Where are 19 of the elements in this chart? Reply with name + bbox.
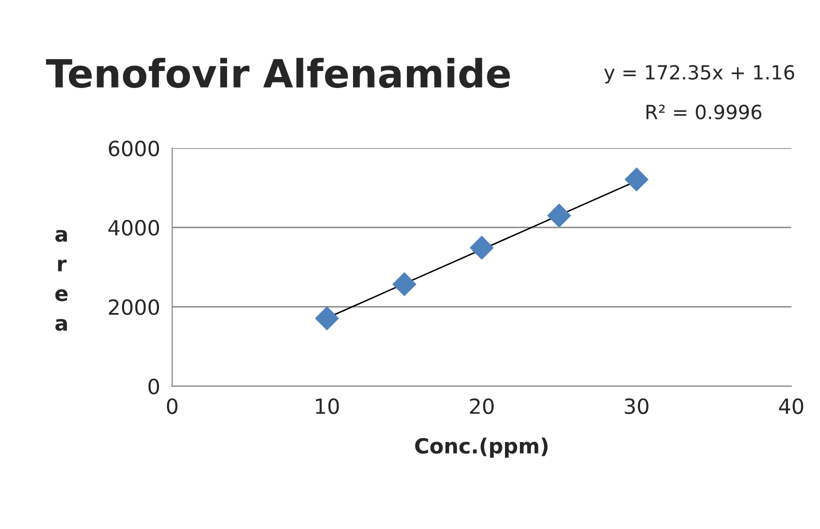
- point: [392, 272, 416, 296]
- point: [470, 236, 494, 260]
- x-axis-title: Conc.(ppm): [415, 438, 548, 458]
- y-axis-title: area: [55, 230, 68, 331]
- y-tick-label: 6000: [108, 140, 160, 156]
- point: [624, 167, 649, 192]
- x-tick-label: 20: [470, 398, 494, 414]
- x-tick-label: 0: [166, 398, 178, 414]
- point: [547, 204, 572, 228]
- y-tick-label: 0: [148, 378, 160, 394]
- point: [314, 306, 340, 330]
- chart-title: Tenofovir Alfenamide: [46, 58, 510, 88]
- x-tick-label: 30: [624, 398, 648, 414]
- x-tick-label: 40: [779, 398, 804, 414]
- y-tick-label: 4000: [108, 220, 160, 236]
- x-tick-label: 10: [316, 398, 339, 414]
- y-tick-label: 2000: [108, 299, 160, 316]
- text: R² = 0.9996: [646, 104, 762, 120]
- text: y = 172.35x + 1.16: [604, 64, 794, 84]
